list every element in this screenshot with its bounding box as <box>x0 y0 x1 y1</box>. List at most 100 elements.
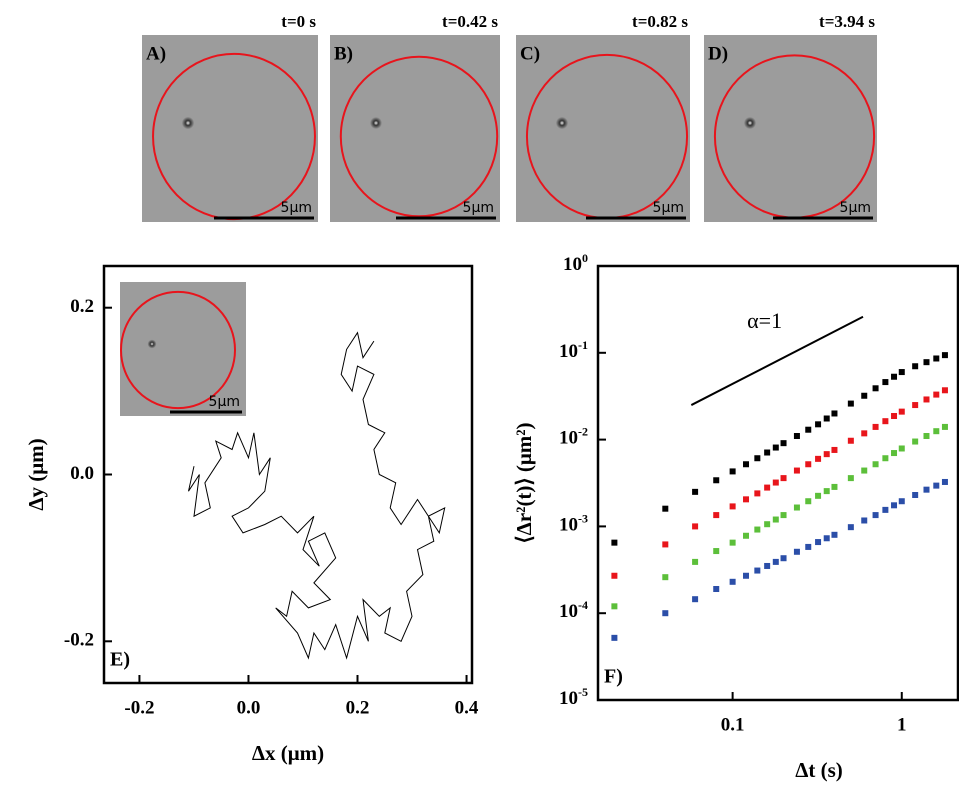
marker <box>831 483 838 490</box>
marker <box>611 634 618 641</box>
micrograph: 5μm <box>120 282 246 416</box>
marker <box>805 426 812 433</box>
marker <box>831 531 838 538</box>
image-bg <box>330 35 500 222</box>
marker <box>662 574 669 581</box>
time-label: t=0 s <box>281 12 316 31</box>
marker <box>891 373 898 380</box>
panel-label: C) <box>520 43 540 64</box>
micrograph: 5μm <box>704 35 877 222</box>
particle <box>555 116 569 130</box>
marker <box>754 526 761 533</box>
scale-label: 5μm <box>653 200 684 216</box>
marker <box>754 455 761 462</box>
scale-label: 5μm <box>281 200 312 216</box>
marker <box>941 387 948 394</box>
marker <box>941 352 948 359</box>
y-tick-label: 10-2 <box>559 424 588 449</box>
panel-label: A) <box>146 43 166 64</box>
particle <box>743 116 757 130</box>
image-bg <box>516 35 690 222</box>
marker <box>772 479 779 486</box>
y-tick-label: 10-1 <box>559 338 588 363</box>
x-axis-label: Δt (s) <box>795 758 843 782</box>
marker <box>780 555 787 562</box>
marker <box>861 392 868 399</box>
marker <box>882 506 889 513</box>
marker <box>780 512 787 519</box>
y-tick-label: 100 <box>563 251 588 276</box>
micrograph: 5μm <box>516 35 690 222</box>
marker <box>891 450 898 457</box>
micrograph: 5μm <box>142 35 318 222</box>
cell-outline <box>339 55 499 218</box>
marker <box>891 502 898 509</box>
marker <box>923 486 930 493</box>
marker <box>692 558 699 565</box>
y-tick-label: 10-3 <box>559 511 588 536</box>
marker <box>764 562 771 569</box>
marker <box>891 413 898 420</box>
marker <box>729 578 736 585</box>
particle <box>181 116 195 130</box>
marker <box>729 539 736 546</box>
marker <box>611 539 618 546</box>
marker <box>692 596 699 603</box>
marker <box>898 498 905 505</box>
scale-label: 5μm <box>463 200 494 216</box>
marker <box>780 475 787 482</box>
marker <box>772 516 779 523</box>
marker <box>815 421 822 428</box>
y-axis-label: ⟨Δr²(t)⟩ (μm²) <box>512 422 536 543</box>
marker <box>805 461 812 468</box>
time-label: t=0.42 s <box>442 12 498 31</box>
y-tick-label: 0.0 <box>70 463 94 484</box>
marker <box>823 451 830 458</box>
marker <box>933 482 940 489</box>
marker <box>912 402 919 409</box>
marker <box>743 496 750 503</box>
marker <box>815 455 822 462</box>
x-tick-label: 1 <box>897 714 907 735</box>
marker <box>933 355 940 362</box>
y-tick-label: 10-5 <box>559 685 588 710</box>
marker <box>743 572 750 579</box>
marker <box>882 379 889 386</box>
image-bg <box>704 35 877 222</box>
panel-label: D) <box>708 43 728 64</box>
marker <box>847 437 854 444</box>
marker <box>793 504 800 511</box>
plot-frame <box>596 264 959 702</box>
marker <box>933 428 940 435</box>
marker <box>933 391 940 398</box>
marker <box>692 523 699 530</box>
marker <box>823 535 830 542</box>
marker <box>713 477 720 484</box>
trajectory <box>188 331 446 660</box>
marker <box>780 440 787 447</box>
marker <box>815 539 822 546</box>
scale-label: 5μm <box>840 200 871 216</box>
marker <box>713 512 720 519</box>
time-label: t=3.94 s <box>819 12 875 31</box>
marker <box>847 475 854 482</box>
marker <box>764 484 771 491</box>
cell-outline <box>120 290 236 410</box>
marker <box>872 512 879 519</box>
marker <box>611 572 618 579</box>
marker <box>912 492 919 499</box>
marker <box>692 488 699 495</box>
particle <box>147 339 157 349</box>
y-tick-label: 0.2 <box>70 296 94 317</box>
marker <box>941 478 948 485</box>
micrograph: 5μm <box>330 35 500 222</box>
marker <box>793 467 800 474</box>
marker <box>772 558 779 565</box>
marker <box>772 444 779 451</box>
y-tick-label: 10-4 <box>559 598 588 623</box>
marker <box>662 541 669 548</box>
marker <box>882 418 889 425</box>
marker <box>793 548 800 555</box>
